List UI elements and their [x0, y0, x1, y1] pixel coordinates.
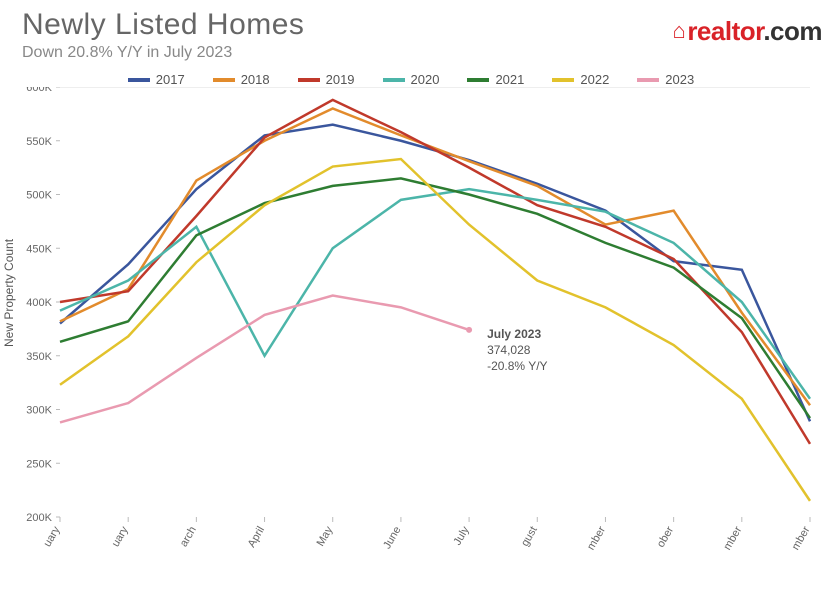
y-tick-label: 400K: [26, 297, 52, 309]
legend-item[interactable]: 2020: [383, 72, 440, 87]
x-tick-label: May: [315, 524, 336, 548]
legend-label: 2020: [411, 72, 440, 87]
legend-item[interactable]: 2019: [298, 72, 355, 87]
series-line[interactable]: [60, 296, 469, 423]
annotation-value: 374,028: [487, 342, 547, 358]
legend-label: 2023: [665, 72, 694, 87]
x-tick-label: uary: [110, 524, 131, 549]
x-tick-label: mber: [585, 524, 608, 552]
series-line[interactable]: [60, 159, 810, 501]
y-tick-label: 450K: [26, 243, 52, 255]
logo-dotcom: .com: [763, 16, 822, 46]
x-tick-label: arch: [178, 525, 199, 550]
x-tick-label: April: [246, 525, 267, 550]
legend-item[interactable]: 2023: [637, 72, 694, 87]
x-tick-label: uary: [42, 524, 63, 549]
legend-label: 2018: [241, 72, 270, 87]
logo-realtor: realtor: [687, 16, 763, 46]
house-icon: ⌂: [673, 18, 686, 43]
y-tick-label: 350K: [26, 351, 52, 363]
annotation-marker: [466, 327, 472, 333]
legend-item[interactable]: 2022: [552, 72, 609, 87]
chart-legend: 2017 2018 2019 2020 2021 2022 2023: [0, 72, 822, 87]
legend-swatch: [383, 78, 405, 82]
legend-swatch: [128, 78, 150, 82]
legend-swatch: [552, 78, 574, 82]
series-line[interactable]: [60, 125, 810, 422]
y-axis-label: New Property Count: [2, 239, 16, 347]
line-chart-svg: 200K 250K 300K 350K 400K 450K 500K 550K 600K uary…: [0, 87, 822, 577]
legend-label: 2019: [326, 72, 355, 87]
series-line[interactable]: [60, 109, 810, 406]
legend-item[interactable]: 2017: [128, 72, 185, 87]
legend-swatch: [637, 78, 659, 82]
legend-label: 2022: [580, 72, 609, 87]
y-tick-label: 200K: [26, 512, 52, 524]
realtor-logo: ⌂realtor.com: [673, 16, 822, 47]
annotation-title: July 2023: [487, 326, 547, 342]
y-tick-label: 250K: [26, 458, 52, 470]
chart-area: New Property Count 200K 250K 300K 350K 400K 4…: [0, 87, 822, 577]
legend-item[interactable]: 2021: [467, 72, 524, 87]
x-tick-label: gust: [519, 525, 540, 549]
y-tick-label: 300K: [26, 405, 52, 417]
x-tick-label: mber: [790, 524, 813, 552]
x-tick-label: ober: [655, 524, 677, 549]
y-tick-label: 500K: [26, 190, 52, 202]
legend-item[interactable]: 2018: [213, 72, 270, 87]
annotation-change: -20.8% Y/Y: [487, 358, 547, 374]
legend-swatch: [213, 78, 235, 82]
chart-annotation: July 2023 374,028 -20.8% Y/Y: [487, 326, 547, 375]
x-tick-label: June: [381, 525, 403, 552]
legend-label: 2021: [495, 72, 524, 87]
legend-swatch: [298, 78, 320, 82]
x-tick-label: July: [452, 524, 472, 547]
y-tick-label: 550K: [26, 136, 52, 148]
chart-header: Newly Listed Homes Down 20.8% Y/Y in Jul…: [0, 0, 822, 62]
x-tick-label: mber: [721, 524, 744, 552]
y-tick-label: 600K: [26, 87, 52, 94]
legend-label: 2017: [156, 72, 185, 87]
legend-swatch: [467, 78, 489, 82]
